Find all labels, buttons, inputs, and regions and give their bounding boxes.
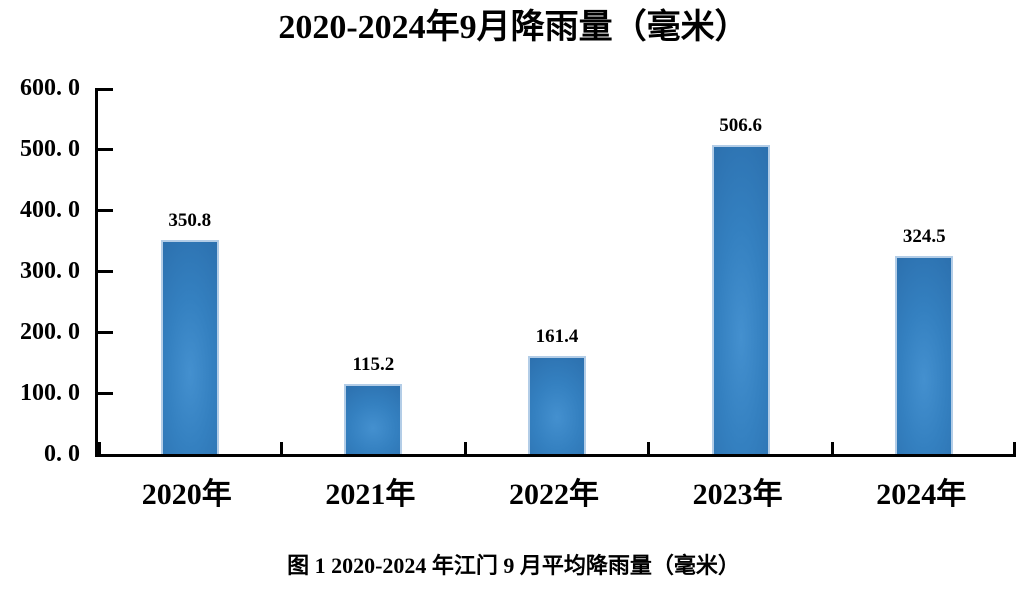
y-tick-label: 0. 0 [44,441,80,467]
x-tick-label: 2022年 [509,478,599,511]
figure-caption: 图 1 2020-2024 年江门 9 月平均降雨量（毫米） [287,553,740,578]
y-axis-tick [98,392,113,395]
x-axis-tick [98,442,101,454]
bar-value-label: 161.4 [535,325,579,347]
y-tick-label: 300. 0 [20,258,80,284]
x-axis-tick [830,442,834,454]
x-axis-tick [1013,442,1016,454]
y-axis-labels: 0. 0 100. 0 200. 0 300. 0 400. 0 500. 0 600. 0 [0,76,80,466]
y-axis-tick [98,331,113,334]
bar-value-label: 350.8 [168,210,212,232]
x-tick-label: 2024年 [876,478,967,511]
y-axis-tick [98,270,113,273]
x-axis-labels: 2020年 2021年 2022年 2023年 2024年 [95,474,1013,516]
bar-2021年 [344,383,403,454]
plot-area: 350.8 115.2 161.4 506.6 324.5 [95,88,1016,457]
x-tick-label: 2023年 [692,478,783,511]
bar-value-label: 324.5 [902,226,946,248]
y-tick-label: 600. 0 [20,75,80,101]
x-axis-tick [647,442,651,454]
bar-value-label: 506.6 [719,114,762,136]
bar-2022年 [528,355,586,454]
y-tick-label: 500. 0 [20,136,80,162]
y-tick-label: 100. 0 [20,380,80,406]
y-axis-tick [98,209,113,212]
y-tick-label: 200. 0 [20,319,80,345]
chart-title: 2020-2024年9月降雨量（毫米） [278,9,749,46]
y-axis-tick [98,148,113,151]
x-tick-label: 2020年 [141,478,232,511]
bar-2024年 [895,256,954,454]
x-axis-tick [280,442,284,454]
bar-2020年 [160,240,219,454]
bar-2023年 [711,144,770,454]
x-axis-tick [463,442,467,454]
y-axis-tick [98,88,113,91]
bar-value-label: 115.2 [352,353,395,375]
y-tick-label: 400. 0 [20,197,80,223]
x-tick-label: 2021年 [325,478,416,511]
